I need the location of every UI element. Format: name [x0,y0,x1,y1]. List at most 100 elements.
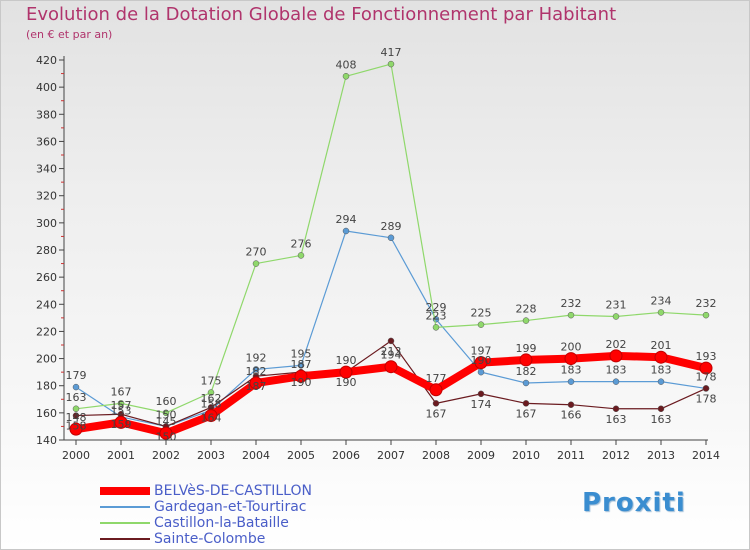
data-label: 150 [156,408,177,421]
series-layer [69,60,713,440]
data-label: 231 [606,299,627,312]
series-0 [69,349,713,440]
data-point [429,383,443,397]
x-tick-label: 2002 [152,449,180,462]
legend-label: Gardegan-et-Tourtirac [154,499,307,515]
y-tick-label: 400 [36,81,57,94]
data-label: 234 [651,294,672,307]
x-tick-label: 2004 [242,449,270,462]
data-point [609,349,623,363]
data-label: 232 [561,297,582,310]
data-label: 167 [516,407,537,420]
data-point [522,379,530,387]
data-label: 190 [471,354,492,367]
data-label: 162 [201,392,222,405]
legend-swatch [100,538,150,540]
data-point [477,390,485,398]
y-tick-label: 240 [36,298,57,311]
data-point [159,426,173,440]
data-label: 163 [606,413,627,426]
data-point [252,260,260,267]
data-label: 225 [471,307,492,320]
data-point [567,401,575,408]
data-label: 223 [426,309,447,322]
data-label: 194 [381,349,402,362]
data-point [612,405,620,413]
data-point [297,252,305,259]
data-label: 202 [606,338,627,351]
data-point [204,409,218,423]
y-tick-label: 200 [36,353,57,366]
y-tick-label: 160 [36,407,57,420]
data-label: 197 [471,345,492,358]
data-point [249,376,263,390]
data-point [519,353,533,367]
data-label: 150 [156,430,177,443]
y-tick-label: 380 [36,108,57,121]
data-label: 148 [66,411,87,424]
x-tick-label: 2007 [377,449,405,462]
data-point [567,378,575,385]
data-point [297,362,305,369]
data-label: 163 [66,391,87,404]
x-tick-label: 2001 [107,449,135,462]
data-point [567,311,575,319]
data-label: 190 [336,354,357,367]
data-label: 232 [696,297,717,310]
data-point [72,383,80,391]
data-label: 182 [516,365,537,378]
data-label: 192 [246,351,267,364]
x-tick-label: 2003 [197,449,225,462]
data-label: 294 [336,213,357,226]
data-label: 408 [336,58,357,71]
data-label: 179 [66,369,87,382]
data-point [654,350,668,364]
data-label: 175 [201,375,222,388]
data-point [522,400,530,407]
series-2 [72,60,710,417]
data-point [387,337,395,345]
data-point [342,227,350,235]
data-point [522,317,530,324]
y-tick-label: 320 [36,190,57,203]
data-point [612,378,620,385]
data-label: 178 [696,370,717,383]
y-tick-label: 340 [36,163,57,176]
data-label: 201 [651,339,672,352]
y-tick-label: 420 [36,54,57,67]
data-label: 157 [111,399,132,412]
chart-title: Evolution de la Dotation Globale de Fonc… [26,4,617,25]
data-point [294,369,308,383]
data-label: 183 [651,364,672,377]
data-label: 159 [111,418,132,431]
legend-label: Sainte-Colombe [154,531,266,547]
data-point [69,422,83,436]
data-label: 177 [426,372,447,385]
x-tick-label: 2013 [647,449,675,462]
data-label: 167 [426,407,447,420]
data-point [657,378,665,385]
data-point [432,400,440,407]
data-label: 190 [336,376,357,389]
data-label: 213 [381,345,402,358]
data-point [387,60,395,68]
x-tick-label: 2000 [62,449,90,462]
legend-swatch [100,522,150,524]
data-label: 158 [201,398,222,411]
data-label: 153 [111,404,132,417]
x-tick-label: 2010 [512,449,540,462]
data-point [477,321,485,328]
data-point [207,389,215,396]
axes: 140 160 180 200 220 240 260 280 300 320 340 360 380 4… [36,54,720,462]
data-label: 199 [516,342,537,355]
data-label: 164 [201,411,222,424]
data-label: 166 [561,409,582,422]
data-label: 193 [696,350,717,363]
legend-swatch [100,487,150,495]
x-tick-label: 2008 [422,449,450,462]
data-point [612,313,620,320]
data-point [699,361,713,375]
data-point [114,415,128,429]
